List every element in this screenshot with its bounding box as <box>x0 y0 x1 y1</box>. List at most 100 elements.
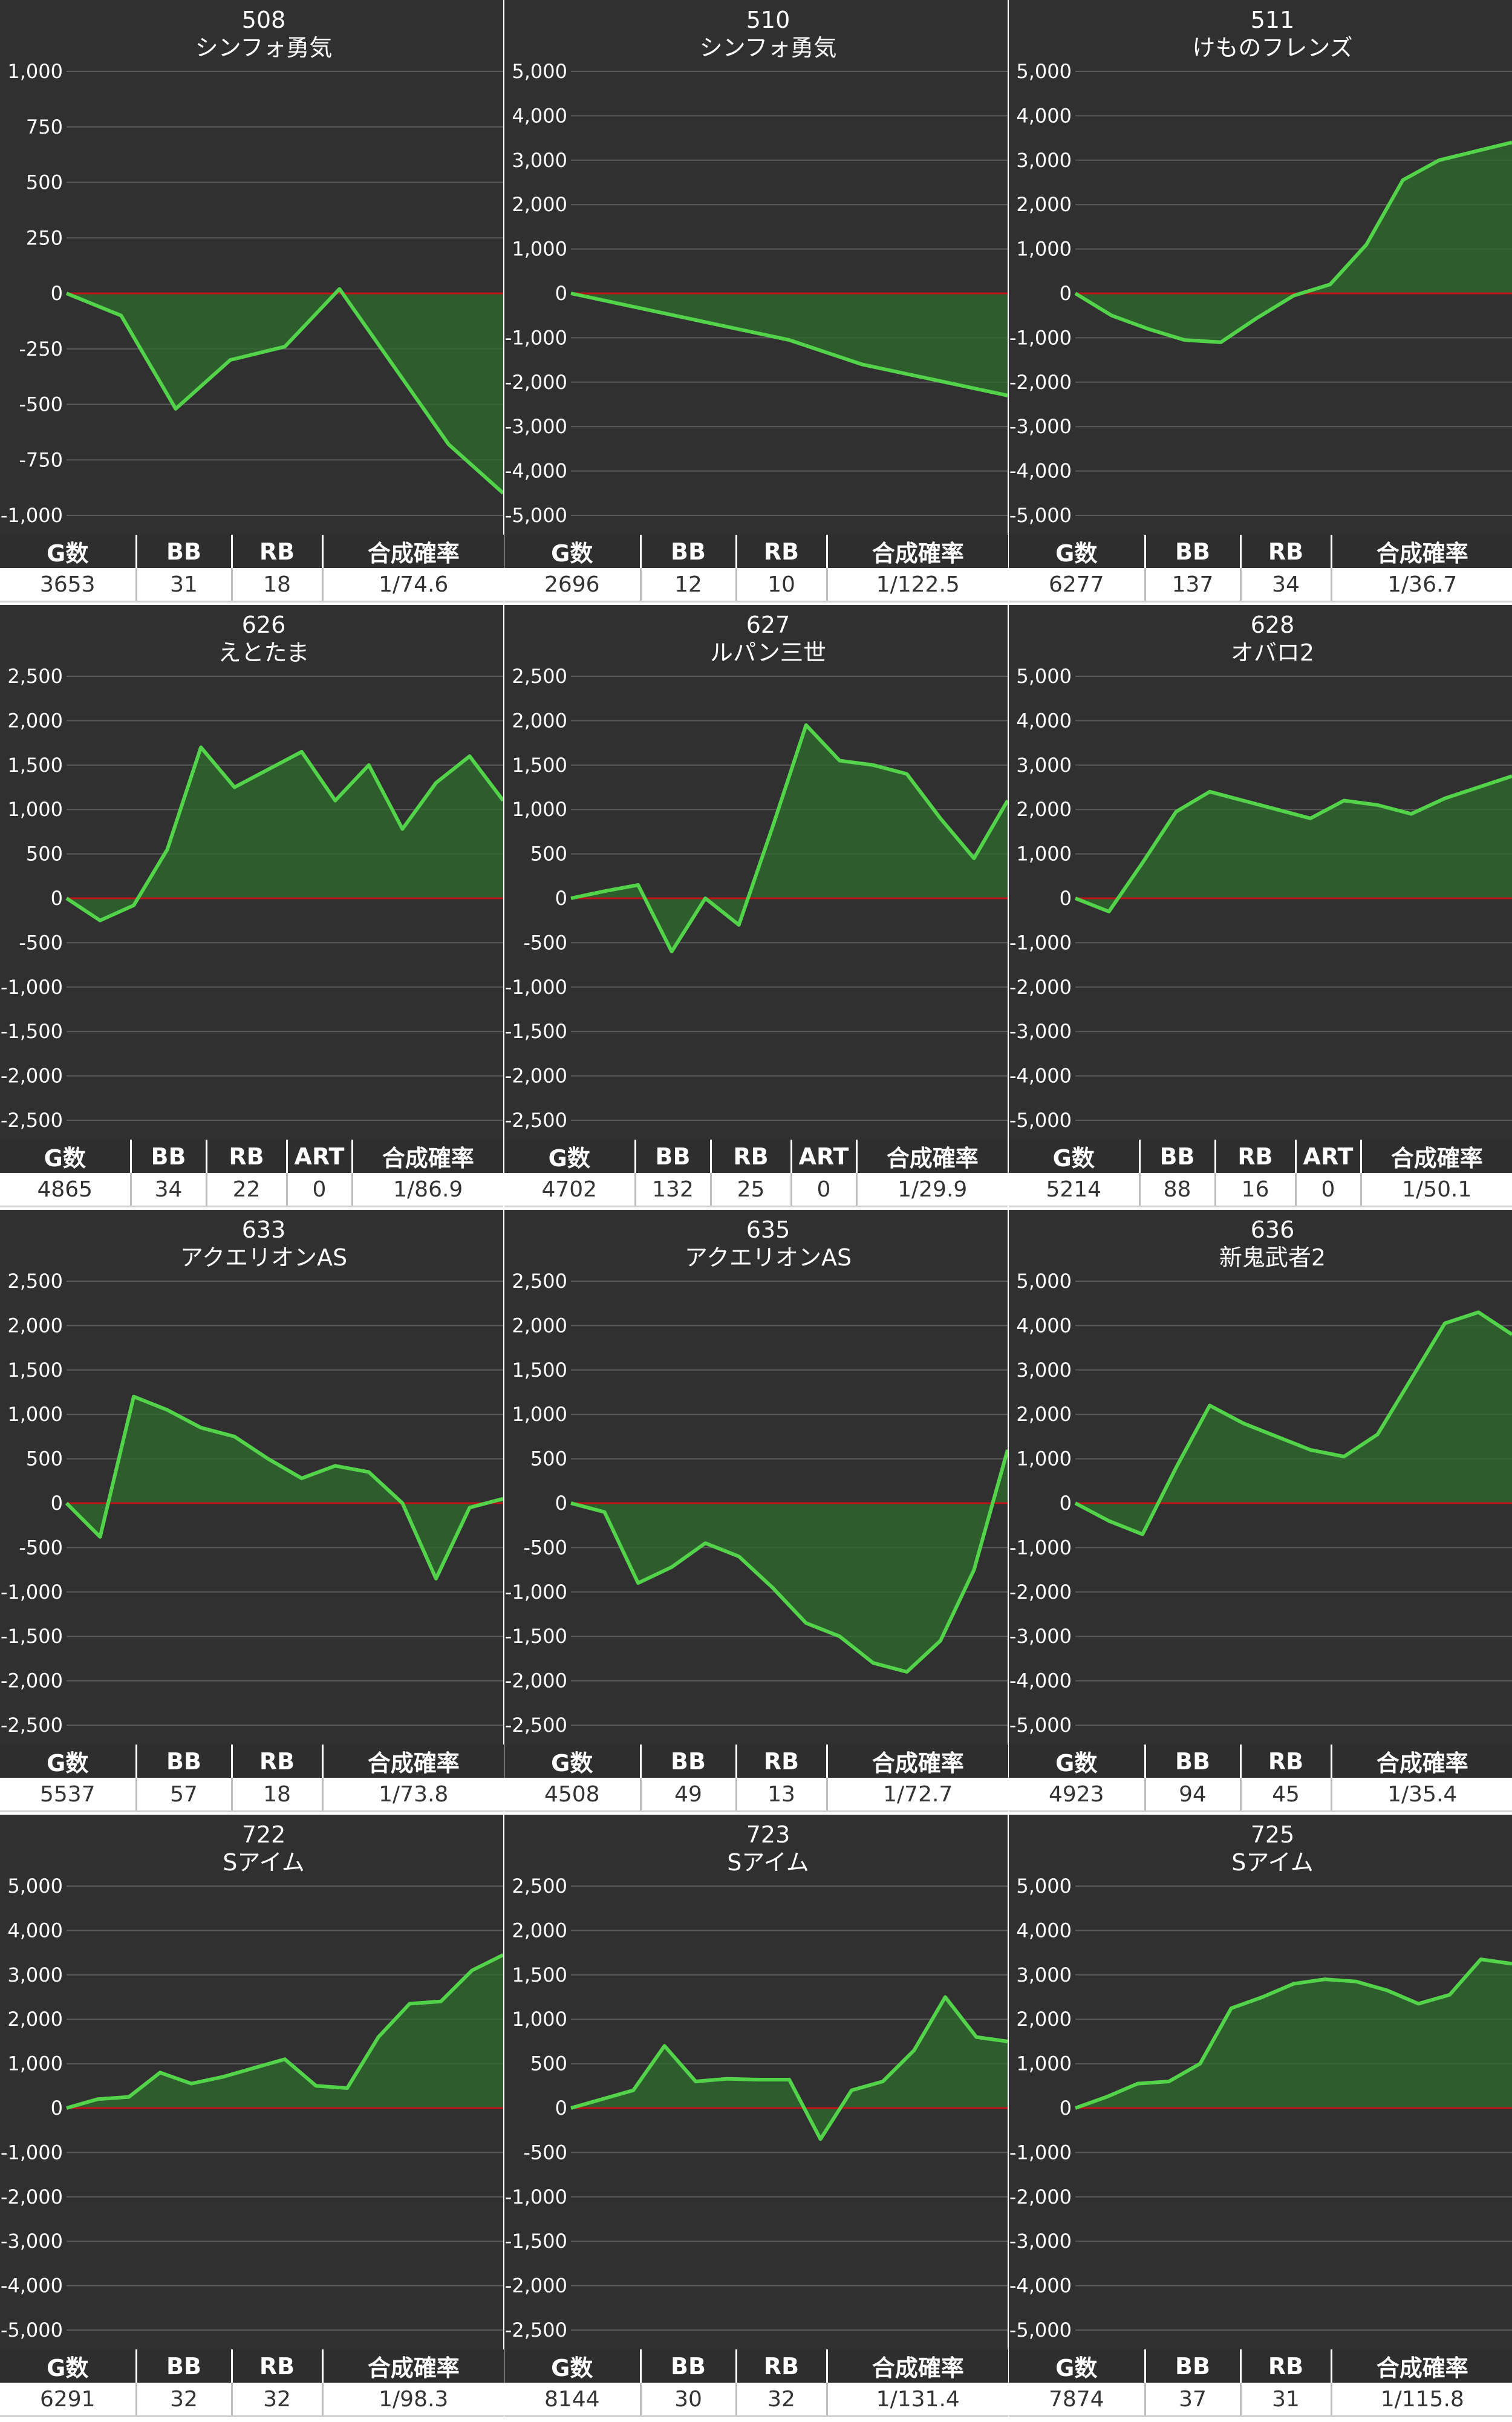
stats-value-cell: 32 <box>136 2383 233 2417</box>
stats-value-cell: 4865 <box>0 1173 132 1207</box>
stats-value-cell: 34 <box>131 1173 207 1207</box>
y-tick-label: -2,500 <box>505 2319 567 2342</box>
stats-table: G数 BB RB 合成確率 2696 12 10 1/122.5 <box>504 535 1008 602</box>
y-tick-label: -2,000 <box>1009 371 1072 394</box>
stats-header-cell: G数 <box>504 535 642 568</box>
stats-value-cell: 34 <box>1240 568 1332 602</box>
profit-area <box>67 289 503 494</box>
y-tick-label: -500 <box>19 931 63 954</box>
y-tick-label: 0 <box>555 887 567 910</box>
stats-table: G数 BB RB ART 合成確率 4702 132 25 0 1/29.9 <box>504 1140 1008 1207</box>
y-tick-label: -2,500 <box>505 1109 567 1132</box>
y-tick-label: -2,000 <box>1 1065 63 1088</box>
slot-panel-723: 723 Sアイム 2,500 2,000 1,500 1,000 500 0 -500 -1,00… <box>504 1815 1008 2417</box>
slot-panel-722: 722 Sアイム 5,000 4,000 3,000 2,000 1,000 0 -1,000 -… <box>0 1815 504 2417</box>
y-tick-label: 4,000 <box>1016 709 1072 732</box>
stats-header-row: G数 BB RB 合成確率 <box>1009 2349 1512 2383</box>
y-tick-label: 1,500 <box>7 1359 63 1382</box>
stats-header-cell: BB <box>635 1140 712 1173</box>
stats-header-cell: RB <box>232 2349 324 2383</box>
stats-header-cell: RB <box>1240 1745 1332 1778</box>
y-tick-label: 0 <box>1060 2097 1072 2120</box>
stats-header-cell: 合成確率 <box>1331 1745 1512 1778</box>
y-tick-label: 3,000 <box>1016 754 1072 777</box>
stats-header-cell: 合成確率 <box>856 1140 1008 1173</box>
stats-value-row: 6277 137 34 1/36.7 <box>1009 568 1512 602</box>
stats-header-cell: ART <box>1295 1140 1362 1173</box>
stats-table: G数 BB RB 合成確率 6277 137 34 1/36.7 <box>1009 535 1512 602</box>
profit-line <box>1074 1957 1512 2110</box>
stats-value-row: 4865 34 22 0 1/86.9 <box>0 1173 503 1207</box>
y-tick-label: -2,000 <box>1009 976 1072 999</box>
y-tick-label: 0 <box>555 1492 567 1515</box>
y-tick-label: 1,000 <box>512 798 567 821</box>
stats-table: G数 BB RB ART 合成確率 4865 34 22 0 1/86.9 <box>0 1140 503 1207</box>
y-tick-label: 2,000 <box>7 2008 63 2031</box>
y-tick-label: 5,000 <box>1016 1875 1072 1898</box>
machine-title: Sアイム <box>1231 1849 1313 1876</box>
y-tick-label: 0 <box>555 2097 567 2120</box>
y-tick-label: 2,000 <box>7 1314 63 1337</box>
stats-table: G数 BB RB 合成確率 4508 49 13 1/72.7 <box>504 1745 1008 1812</box>
y-tick-label: 3,000 <box>7 1963 63 1986</box>
profit-line <box>570 1995 1008 2141</box>
stats-value-cell: 45 <box>1240 1778 1332 1812</box>
stats-header-row: G数 BB RB 合成確率 <box>504 1745 1008 1778</box>
stats-value-cell: 1/36.7 <box>1331 568 1512 602</box>
y-tick-label: 250 <box>26 226 63 249</box>
y-tick-label: -500 <box>19 1536 63 1559</box>
stats-value-cell: 4702 <box>504 1173 636 1207</box>
stats-header-cell: ART <box>791 1140 858 1173</box>
profit-line <box>65 1394 503 1581</box>
machine-title: Sアイム <box>223 1849 304 1876</box>
y-tick-label: -2,000 <box>1009 1581 1072 1604</box>
y-tick-label: -1,500 <box>505 1020 567 1043</box>
stats-header-cell: 合成確率 <box>322 2349 504 2383</box>
stats-header-cell: RB <box>206 1140 288 1173</box>
machine-number: 627 <box>746 612 790 638</box>
y-tick-label: 4,000 <box>7 1919 63 1942</box>
stats-header-cell: 合成確率 <box>352 1140 503 1173</box>
stats-table: G数 BB RB 合成確率 4923 94 45 1/35.4 <box>1009 1745 1512 1812</box>
stats-value-cell: 32 <box>232 2383 324 2417</box>
y-tick-label: -1,000 <box>505 2185 567 2208</box>
y-tick-label: 4,000 <box>512 104 567 127</box>
y-tick-label: -2,000 <box>505 1670 567 1692</box>
stats-header-cell: RB <box>711 1140 792 1173</box>
stats-value-cell: 1/50.1 <box>1361 1173 1512 1207</box>
stats-value-cell: 18 <box>232 568 324 602</box>
y-tick-label: 0 <box>51 887 63 910</box>
stats-header-cell: G数 <box>1009 535 1146 568</box>
y-tick-label: 1,500 <box>7 754 63 777</box>
stats-value-row: 7874 37 31 1/115.8 <box>1009 2383 1512 2417</box>
y-tick-label: -4,000 <box>1009 460 1072 483</box>
profit-area <box>1075 1312 1512 1535</box>
machine-number: 635 <box>746 1216 790 1243</box>
stats-value-cell: 12 <box>640 568 737 602</box>
y-tick-label: 3,000 <box>512 149 567 172</box>
stats-header-row: G数 BB RB ART 合成確率 <box>504 1140 1008 1173</box>
stats-value-cell: 3653 <box>0 568 137 602</box>
y-tick-label: 1,000 <box>1016 1448 1072 1470</box>
stats-value-cell: 4508 <box>504 1778 642 1812</box>
profit-line <box>570 1449 1008 1674</box>
y-tick-label: 5,000 <box>1016 60 1072 83</box>
stats-value-cell: 31 <box>1240 2383 1332 2417</box>
stats-value-cell: 1/98.3 <box>322 2383 504 2417</box>
machine-number: 510 <box>746 7 790 33</box>
y-tick-label: 1,500 <box>512 754 567 777</box>
stats-value-cell: 4923 <box>1009 1778 1146 1812</box>
y-tick-label: -1,500 <box>505 2230 567 2253</box>
stats-header-cell: 合成確率 <box>322 1745 504 1778</box>
y-tick-label: 4,000 <box>1016 1919 1072 1942</box>
y-tick-label: 0 <box>51 282 63 305</box>
profit-area <box>571 725 1008 952</box>
y-tick-label: -4,000 <box>505 460 567 483</box>
stats-header-cell: G数 <box>0 1140 132 1173</box>
y-tick-label: -3,000 <box>505 415 567 438</box>
stats-value-row: 2696 12 10 1/122.5 <box>504 568 1008 602</box>
y-tick-label: 500 <box>530 1448 567 1470</box>
y-tick-label: -3,000 <box>1009 1020 1072 1043</box>
stats-value-cell: 1/74.6 <box>322 568 504 602</box>
